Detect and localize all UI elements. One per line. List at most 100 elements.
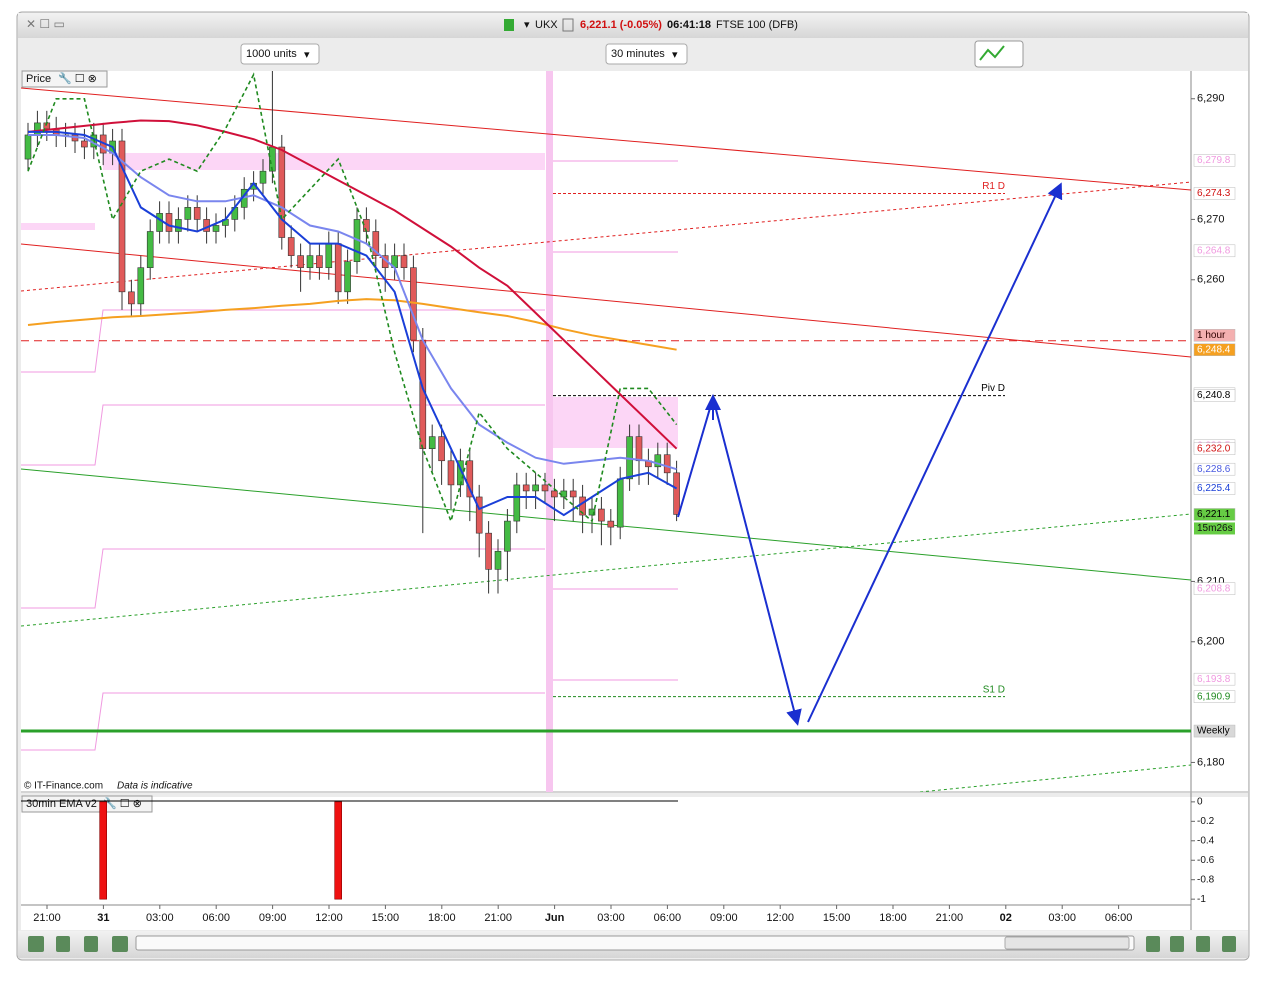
scroll-thumb[interactable] [1004,936,1130,950]
osc-tick-label: -0.2 [1197,816,1215,827]
y-tick-label: 6,200 [1197,636,1225,648]
candle-body [316,255,323,268]
pivot-label: S1 D [983,684,1005,695]
x-tick-label: 03:00 [146,912,174,924]
chart-icon [504,19,514,31]
x-tick-label: 21:00 [484,912,512,924]
zone [546,71,553,792]
window-buttons[interactable]: ✕ ☐ ▭ [26,17,65,31]
candle-body [569,490,577,498]
price-tag-label: 6,279.8 [1197,155,1231,166]
candle-body [504,520,511,552]
candle-body [513,484,521,522]
candle-body [522,484,530,492]
candle-body [616,478,624,528]
price-tag [1193,329,1236,342]
candle-body [334,243,342,293]
osc-tick-label: -1 [1197,894,1206,905]
panel-icons[interactable]: 🔧 ☐ ⊗ [103,796,142,810]
panel-label[interactable] [21,795,153,813]
moving-average [28,130,678,517]
toolbar-icons[interactable] [28,936,1236,952]
panel-title: Price [26,73,51,85]
candle-body [34,122,41,136]
candle-body [588,508,596,516]
interval-value: 30 minutes [611,48,665,60]
dropdown-arrow[interactable]: ▾ [524,19,530,31]
x-tick-label: 03:00 [597,912,625,924]
candle-body [485,532,492,570]
x-tick-label: 03:00 [1048,912,1076,924]
x-tick-label: 06:00 [1105,912,1133,924]
price-tag [1193,690,1236,703]
y-tick-label: 6,270 [1197,213,1225,225]
x-tick-label: 09:00 [710,912,738,924]
candle-body [560,490,568,498]
price-tag-label: Weekly [1197,726,1230,737]
panel-icons[interactable]: 🔧 ☐ ⊗ [58,71,97,85]
x-tick-label: 12:00 [766,912,794,924]
dropdown-arrow: ▾ [672,49,678,61]
candle-body [475,496,483,534]
osc-tick-label: -0.8 [1197,874,1215,885]
size-dropdown[interactable] [240,43,320,65]
trendline [21,181,1191,292]
candle-body [212,225,220,232]
chart-type-icon [979,45,1005,61]
watermark-note: Data is indicative [117,781,193,792]
price-tag-label: 6,264.8 [1197,245,1231,256]
svg-text:✕ ☐ ▭: ✕ ☐ ▭ [26,17,65,31]
interval-dropdown[interactable] [605,43,688,65]
scrollbar[interactable] [135,935,1135,951]
candle-body [551,490,558,498]
zone [21,223,95,230]
candle-body [325,243,333,268]
candle-body [297,255,304,268]
size-value: 1000 units [246,48,297,60]
info-icon[interactable] [562,18,574,32]
candle-body [278,146,286,238]
pivot-label: Piv D [981,383,1005,394]
trendline [21,513,1191,627]
chart-type-button[interactable] [974,40,1024,68]
osc-tick-label: -0.4 [1197,835,1215,846]
candle-body [259,170,267,184]
price-tag [1193,389,1236,402]
candle-body [541,484,549,492]
x-tick-label: 21:00 [936,912,964,924]
price-tag [1193,442,1236,455]
candle-body [607,520,615,528]
price-tag [1193,724,1236,738]
moving-average [27,72,678,524]
price-tag-label: 6,225.4 [1197,483,1231,494]
candle-body [447,460,455,486]
candle-body [137,267,145,305]
panel-label[interactable] [21,70,108,88]
candle-body [428,436,436,449]
x-tick-label: 18:00 [428,912,456,924]
price-tag-label: 6,232.0 [1197,443,1231,454]
x-tick-label: 18:00 [879,912,907,924]
candle-body [466,460,474,498]
price: 6,221.1 (-0.05%) [580,19,662,31]
clock: 06:41:18 [667,19,711,31]
price-tag-label: 6,193.8 [1197,674,1231,685]
panel-title: 30min EMA v2 [26,798,97,810]
forecast-arrow [807,182,1063,723]
moving-average [27,298,677,351]
price-tag [1193,187,1236,200]
moving-average [28,134,677,471]
y-tick-label: 6,260 [1197,274,1225,286]
zone [553,397,678,448]
price-tag [1193,582,1236,595]
price-tag-label: 6,208.8 [1197,583,1231,594]
candle-body [673,472,680,515]
price-tag-label: 6,248.4 [1197,344,1231,355]
x-tick-label: 31 [97,912,109,924]
moving-average [27,119,678,450]
candle-body [654,454,662,468]
candle-body [532,484,539,492]
zone [103,153,545,170]
